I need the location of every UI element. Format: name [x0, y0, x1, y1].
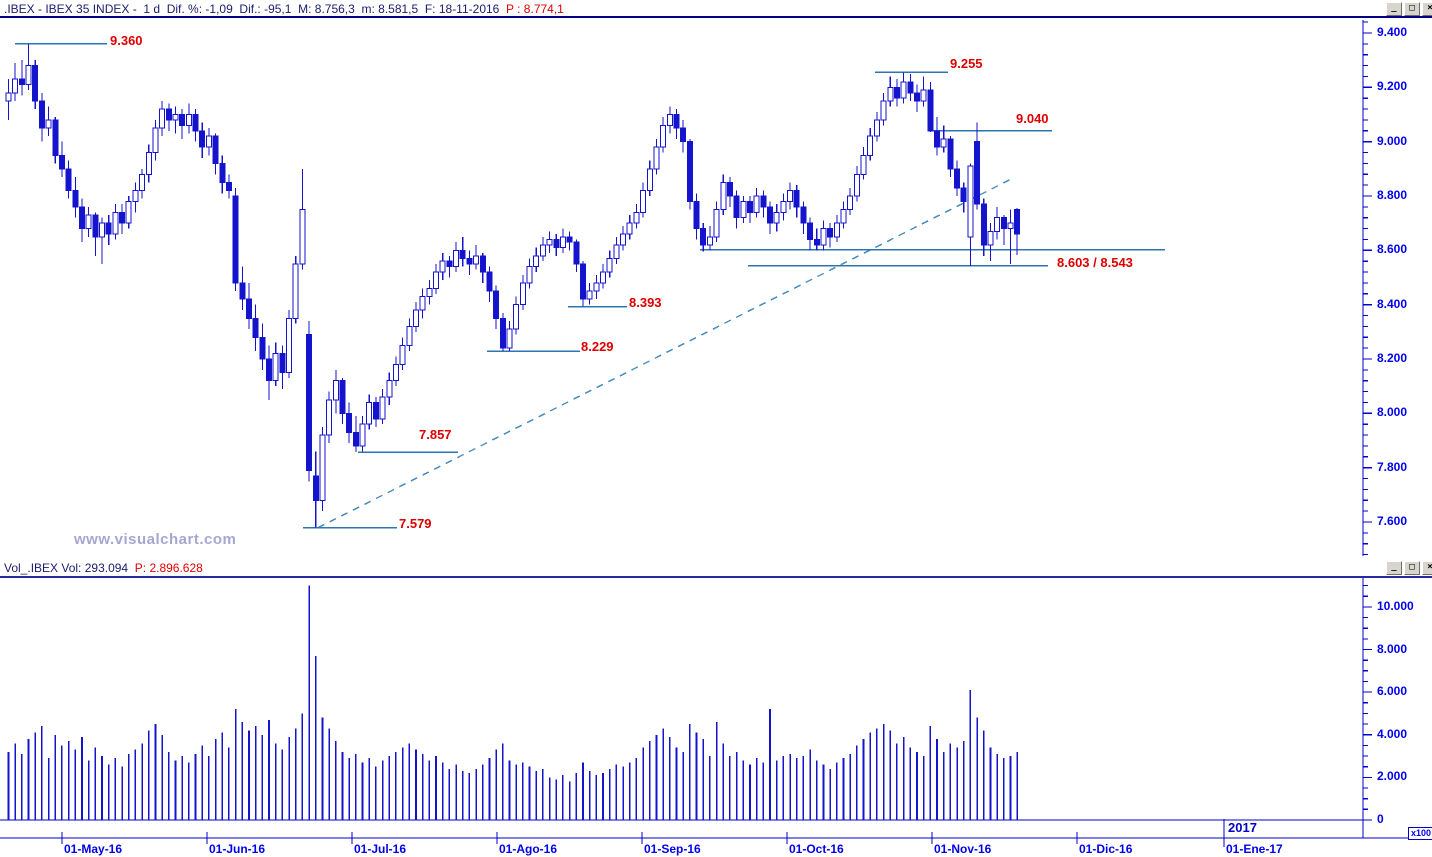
- volume-pane-title-main: Vol_.IBEX Vol: 293.094: [4, 561, 135, 575]
- maximize-icon[interactable]: □: [1404, 2, 1420, 16]
- price-axis-label: 7.800: [1377, 459, 1408, 474]
- minimize-icon[interactable]: _: [1386, 2, 1402, 16]
- minimize-icon[interactable]: _: [1386, 561, 1402, 575]
- price-level-label: 7.857: [419, 427, 452, 442]
- date-label: 01-Dic-16: [1079, 842, 1133, 856]
- close-icon[interactable]: ×: [1422, 561, 1432, 575]
- maximize-icon[interactable]: □: [1404, 561, 1420, 575]
- price-axis-label: 9.000: [1377, 133, 1408, 148]
- close-icon[interactable]: ×: [1422, 2, 1432, 16]
- price-level-label: 7.579: [399, 516, 432, 531]
- price-axis-label: 7.600: [1377, 514, 1408, 528]
- volume-unit-label: x100: [1408, 827, 1432, 840]
- date-label: 01-Nov-16: [934, 842, 992, 856]
- date-label: 01-Jul-16: [354, 842, 407, 856]
- visualchart-watermark: www.visualchart.com: [74, 531, 237, 548]
- date-label: 01-Sep-16: [644, 842, 701, 856]
- date-label: 01-Oct-16: [789, 842, 844, 856]
- date-label: 01-Ago-16: [499, 842, 558, 856]
- price-level-label: 9.255: [950, 56, 983, 71]
- volume-axis-label: 10.000: [1377, 598, 1414, 613]
- title-divider: [0, 16, 1432, 18]
- price-level-label: 9.360: [110, 33, 143, 48]
- price-pane-last-price: P : 8.774,1: [506, 2, 564, 16]
- volume-axis-label: 6.000: [1377, 684, 1408, 699]
- volume-pane-window-controls: _ □ ×: [1386, 561, 1432, 575]
- price-pane-title: .IBEX - IBEX 35 INDEX - 1 d Dif. %: -1,0…: [4, 2, 564, 16]
- pane-divider: [0, 576, 1432, 578]
- volume-axis-label: 8.000: [1377, 641, 1408, 656]
- price-axis-label: 8.600: [1377, 242, 1408, 257]
- volume-axis-label: 0: [1377, 812, 1384, 826]
- price-axis-label: 8.200: [1377, 351, 1408, 365]
- price-chart-area[interactable]: [0, 18, 1362, 556]
- price-axis-label: 8.800: [1377, 188, 1408, 202]
- volume-pane-title: Vol_.IBEX Vol: 293.094 P: 2.896.628: [4, 561, 203, 575]
- price-axis-label: 9.200: [1377, 79, 1408, 94]
- price-level-label: 8.229: [581, 339, 614, 354]
- volume-axis-label: 2.000: [1377, 769, 1408, 784]
- price-axis-label: 8.000: [1377, 405, 1408, 420]
- volume-bars-layer: [7, 585, 1018, 820]
- price-level-label: 9.040: [1016, 111, 1049, 126]
- date-label: 01-Jun-16: [209, 842, 266, 856]
- volume-pane-last-value: P: 2.896.628: [134, 561, 203, 575]
- price-level-label: 8.393: [629, 295, 662, 310]
- candles-layer: [5, 43, 1021, 528]
- volume-axis-label: 4.000: [1377, 726, 1408, 741]
- year-label: 2017: [1228, 820, 1257, 835]
- price-pane-window-controls: _ □ ×: [1386, 2, 1432, 16]
- volume-chart-area[interactable]: [0, 578, 1362, 820]
- price-level-label: 8.603 / 8.543: [1057, 255, 1133, 270]
- date-label: 01-May-16: [64, 842, 123, 856]
- price-axis-label: 8.400: [1377, 296, 1408, 311]
- date-label: 01-Ene-17: [1226, 842, 1283, 856]
- price-axis-label: 9.400: [1377, 25, 1408, 39]
- price-pane-title-main: .IBEX - IBEX 35 INDEX - 1 d Dif. %: -1,0…: [4, 2, 507, 16]
